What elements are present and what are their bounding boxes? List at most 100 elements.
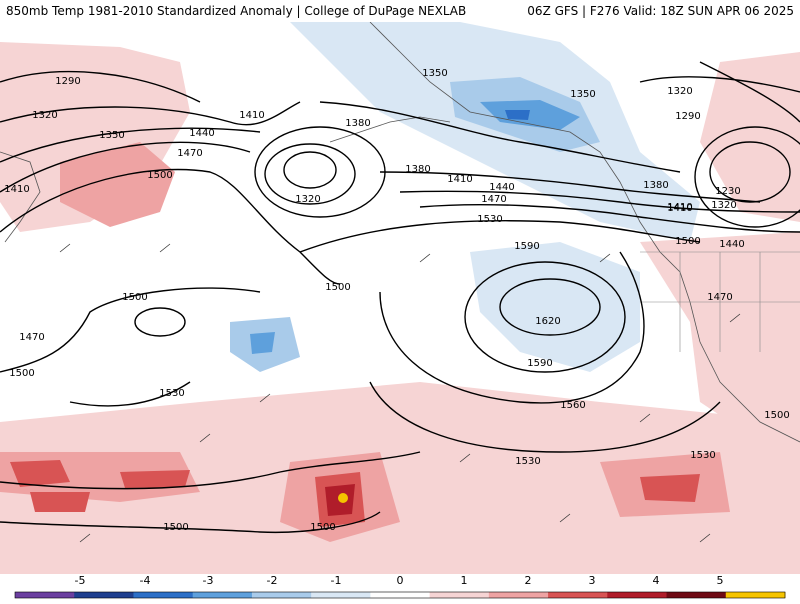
contour-line <box>0 511 381 534</box>
colorbar-graphic <box>14 591 786 599</box>
contour-line <box>299 220 701 253</box>
contour-line <box>0 127 261 163</box>
contour-line <box>319 101 681 173</box>
anomaly-shading <box>0 22 800 574</box>
contour-line <box>419 204 800 233</box>
colorbar-tick-label: -3 <box>202 574 214 587</box>
colorbar-tick-label: 4 <box>652 574 660 587</box>
contour-line <box>699 61 800 123</box>
coastline <box>369 22 800 443</box>
contour-label: 1320 <box>32 110 57 121</box>
contour-label: 1320 <box>667 86 692 97</box>
warm-anomaly-region <box>640 474 700 502</box>
contour-line <box>379 251 645 404</box>
colorbar-swatch <box>666 592 727 598</box>
wind-barb <box>59 243 741 543</box>
contour-label: 1410 <box>447 174 472 185</box>
colorbar-swatch <box>133 592 194 598</box>
coastline <box>0 151 41 243</box>
contour-label: 1290 <box>55 76 80 87</box>
contour-label: 1530 <box>690 450 715 461</box>
contour-label: 1500 <box>147 170 172 181</box>
contour-label: 1440 <box>189 128 214 139</box>
contour-label: 1560 <box>560 400 585 411</box>
contour-line <box>69 381 191 407</box>
colorbar-swatch <box>251 592 312 598</box>
contour-label: 1380 <box>405 164 430 175</box>
contour-label: 1380 <box>345 118 370 129</box>
colorbar-outline <box>14 591 786 599</box>
extreme-anomaly-spot <box>338 493 348 503</box>
contour-label: 1470 <box>177 148 202 159</box>
contour-line <box>694 126 800 228</box>
colorbar-swatch <box>192 592 253 598</box>
contour-label: 1530 <box>477 214 502 225</box>
colorbar-tick-label: -2 <box>266 574 278 587</box>
colorbar-swatch <box>370 592 431 598</box>
map-title: 850mb Temp 1981-2010 Standardized Anomal… <box>6 4 467 18</box>
contour-label: 1440 <box>489 182 514 193</box>
contour-label: 1500 <box>163 522 188 533</box>
colorbar-tick-label: 0 <box>396 574 404 587</box>
coastline <box>329 116 451 143</box>
contour-label: 1410 <box>667 203 692 214</box>
contour-line <box>0 451 421 490</box>
colorbar-swatch <box>74 592 134 598</box>
contour-line <box>283 151 337 189</box>
colorbar-swatch <box>311 592 371 598</box>
contour-line <box>464 261 626 373</box>
contour-label: 1350 <box>99 130 124 141</box>
colorbar-swatch <box>429 592 490 598</box>
contour-line <box>0 70 201 103</box>
warm-anomaly-region <box>30 492 90 512</box>
contour-label: 1470 <box>19 332 44 343</box>
contour-line <box>0 168 341 285</box>
contour-line <box>134 307 186 337</box>
contour-line <box>499 278 601 336</box>
contour-label: 1230 <box>715 186 740 197</box>
colorbar-swatch <box>15 592 75 598</box>
colorbar-tick-label: 3 <box>588 574 596 587</box>
cold-anomaly-region <box>480 100 580 130</box>
contour-line <box>0 141 251 193</box>
anomaly-map: 1290 1320 1350 1410 1440 1470 1500 1410 … <box>0 22 800 574</box>
contour-label: 1440 <box>719 239 744 250</box>
colorbar-tick-label: 1 <box>460 574 468 587</box>
cold-anomaly-region <box>250 332 275 354</box>
warm-anomaly-region <box>60 142 175 227</box>
contour-label: 1470 <box>481 194 506 205</box>
contour-line <box>399 190 800 213</box>
contour-label: 1500 <box>675 236 700 247</box>
contour-line <box>379 171 761 203</box>
contour-label: 1590 <box>527 358 552 369</box>
contour-label: 1410 <box>667 202 692 213</box>
contour-label: 1410 <box>239 110 264 121</box>
contour-label: 1620 <box>535 316 560 327</box>
contour-label: 1320 <box>295 194 320 205</box>
warm-anomaly-region <box>0 382 800 574</box>
cold-anomaly-region <box>470 242 640 372</box>
colorbar-ramp <box>14 591 786 599</box>
contour-label: 1590 <box>514 241 539 252</box>
contour-label: 1380 <box>643 180 668 191</box>
model-run-info: 06Z GFS | F276 Valid: 18Z SUN APR 06 202… <box>527 4 794 18</box>
contour-label: 1470 <box>707 292 732 303</box>
height-contours <box>0 61 800 534</box>
warm-anomaly-region <box>10 460 70 487</box>
contour-line <box>0 287 261 373</box>
colorbar-tick-label: -5 <box>74 574 86 587</box>
state-boundaries <box>640 251 800 352</box>
contour-label: 1500 <box>310 522 335 533</box>
contour-label: 1410 <box>4 184 29 195</box>
contour-label: 1350 <box>422 68 447 79</box>
contour-line <box>709 141 791 203</box>
contour-label: 1530 <box>515 456 540 467</box>
colorbar-swatch <box>725 592 786 598</box>
anomaly-colorbar: -5 -4 -3 -2 -1 0 1 2 3 4 5 <box>0 574 800 600</box>
colorbar-tick-label: -1 <box>330 574 342 587</box>
contour-label: 1500 <box>122 292 147 303</box>
cold-anomaly-region <box>505 110 530 120</box>
warm-anomaly-region <box>700 52 800 222</box>
wind-barbs <box>59 243 741 543</box>
coastlines <box>0 22 800 443</box>
